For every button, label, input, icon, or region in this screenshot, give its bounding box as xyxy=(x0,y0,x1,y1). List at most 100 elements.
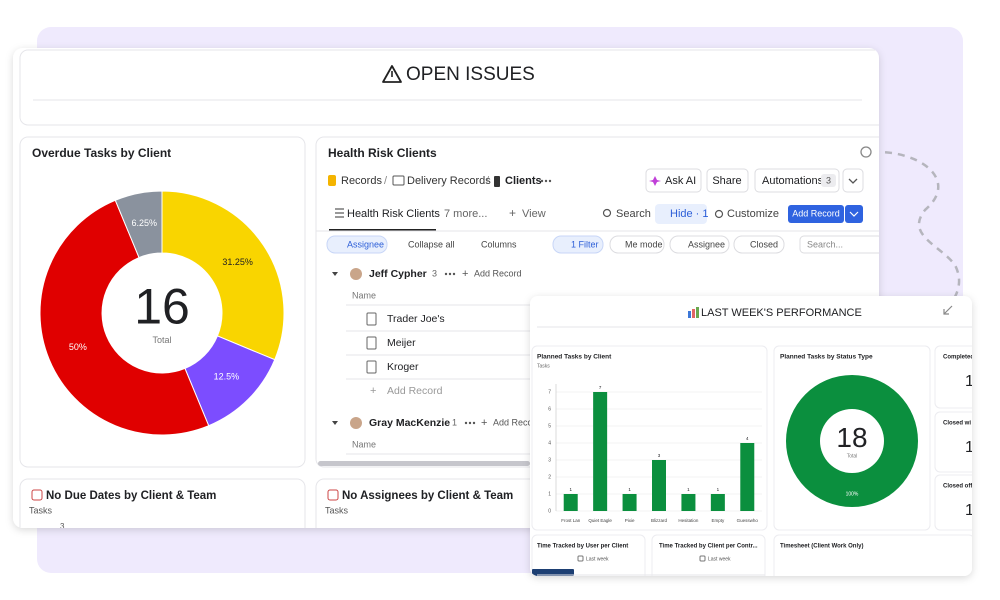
x-tick-label: Hesitation xyxy=(678,518,699,523)
stat-value: 1 xyxy=(965,439,974,456)
segment-label: 6.25% xyxy=(131,218,157,228)
avatar xyxy=(350,268,362,280)
donut-segment xyxy=(114,190,163,259)
tab[interactable]: View xyxy=(522,208,546,220)
segment-label: 100% xyxy=(846,491,859,497)
bar xyxy=(681,494,696,511)
button[interactable] xyxy=(645,168,702,193)
bar-value-label: 1 xyxy=(628,487,631,492)
tool[interactable]: Search xyxy=(616,208,651,220)
stat-card xyxy=(934,474,972,531)
bar xyxy=(710,494,725,511)
plus: + xyxy=(370,385,376,397)
widget-panel xyxy=(651,534,766,576)
breadcrumb[interactable]: Records xyxy=(341,175,382,187)
chart-title: Planned Tasks by Client xyxy=(537,354,612,361)
filter-label[interactable]: 1 Filter xyxy=(571,239,599,249)
bar-value-label: 1 xyxy=(687,487,690,492)
axis-label: Tasks xyxy=(537,363,550,369)
button-label[interactable]: Automations xyxy=(762,175,824,187)
x-tick-label: Frost Lan xyxy=(561,518,581,523)
group-name: Gray MacKenzie xyxy=(369,417,450,429)
stat-title: Completed xyxy=(943,355,974,361)
date-range[interactable]: Last week xyxy=(708,556,731,562)
connector xyxy=(871,150,961,316)
date-range[interactable]: Last week xyxy=(586,556,609,562)
caret xyxy=(332,421,338,425)
tab[interactable]: 7 more... xyxy=(444,208,487,220)
add-record[interactable]: Add Record xyxy=(387,385,443,397)
button-label[interactable]: Ask AI xyxy=(665,175,696,187)
tab[interactable]: Health Risk Clients xyxy=(347,208,440,220)
y-tick-label: 6 xyxy=(548,406,551,412)
add-record[interactable]: Add Record xyxy=(474,268,522,278)
bar-value-label: 3 xyxy=(658,453,661,458)
more-dot xyxy=(448,272,452,276)
button-label[interactable]: Share xyxy=(712,175,741,187)
y-tick-label: 7 xyxy=(548,389,551,395)
calendar-icon xyxy=(577,555,584,562)
add-record[interactable]: Add Record xyxy=(493,417,541,427)
folder-icon xyxy=(392,175,405,186)
widget-title: Health Risk Clients xyxy=(328,146,437,160)
bar-value-label: 4 xyxy=(746,436,749,441)
filter-label[interactable]: Assignee xyxy=(688,239,725,249)
filter-label[interactable]: Columns xyxy=(481,239,517,249)
separator: / xyxy=(384,175,388,187)
filter-pill[interactable] xyxy=(609,235,665,254)
widget-title: No Assignees by Client & Team xyxy=(342,490,513,502)
filter-pill[interactable] xyxy=(326,235,388,254)
dropdown-button[interactable] xyxy=(845,205,863,223)
more-dot xyxy=(548,179,552,183)
widget-title: Time Tracked by User per Client xyxy=(537,544,628,550)
filter-pill[interactable] xyxy=(669,235,730,254)
popup-content: LAST WEEK'S PERFORMANCE Planned Tasks by … xyxy=(531,305,974,576)
tool[interactable]: Hide · 1 xyxy=(670,208,709,220)
stat-value: 1 xyxy=(965,502,974,519)
warning-icon xyxy=(382,65,402,83)
filter-pill[interactable] xyxy=(733,235,785,254)
breadcrumb[interactable]: Delivery Records xyxy=(407,175,491,187)
button[interactable] xyxy=(754,168,840,193)
ai-icon xyxy=(649,176,661,186)
bar xyxy=(622,494,637,511)
segment-label: 12.5% xyxy=(214,372,240,382)
chart-icon xyxy=(692,309,695,318)
total-label: Total xyxy=(152,335,171,345)
filter-label[interactable]: Collapse all xyxy=(408,239,455,249)
stat-card xyxy=(934,345,972,409)
y-tick-label: 3 xyxy=(548,457,551,463)
filter-label[interactable]: Closed xyxy=(750,239,778,249)
chart-icon xyxy=(688,311,691,318)
primary-button[interactable] xyxy=(788,205,844,223)
clients-icon xyxy=(494,176,500,187)
filter-label[interactable]: Me mode xyxy=(625,239,663,249)
more-dot xyxy=(468,421,472,425)
bar-value-label: 1 xyxy=(717,487,720,492)
button[interactable] xyxy=(706,168,749,193)
row-name[interactable]: Kroger xyxy=(387,361,419,373)
breadcrumb[interactable]: Clients xyxy=(505,175,542,187)
tool-active[interactable] xyxy=(655,204,707,224)
widget-icon xyxy=(31,489,43,501)
search-box[interactable] xyxy=(799,235,882,254)
tool[interactable]: Customize xyxy=(727,208,779,220)
filter-pill[interactable] xyxy=(552,235,604,254)
main-content: OPEN ISSUES Overdue Tasks by Client 31.25%… xyxy=(19,49,882,528)
button-label[interactable]: Add Record xyxy=(792,208,840,218)
widget-title: No Due Dates by Client & Team xyxy=(46,490,216,502)
row-icon xyxy=(366,312,377,326)
group-count: 3 xyxy=(432,268,437,278)
dropdown-button[interactable] xyxy=(842,168,864,193)
row-name[interactable]: Trader Joe's xyxy=(387,313,445,325)
group-count: 1 xyxy=(452,417,457,427)
filter-label[interactable]: Assignee xyxy=(347,239,384,249)
y-tick-label: 0 xyxy=(548,508,551,514)
row-name[interactable]: Meijer xyxy=(387,337,416,349)
stat-value: 1 xyxy=(965,373,974,390)
x-tick-label: Quiet Eagle xyxy=(588,518,612,523)
more-dot xyxy=(472,421,476,425)
table-header-cell xyxy=(532,569,574,576)
